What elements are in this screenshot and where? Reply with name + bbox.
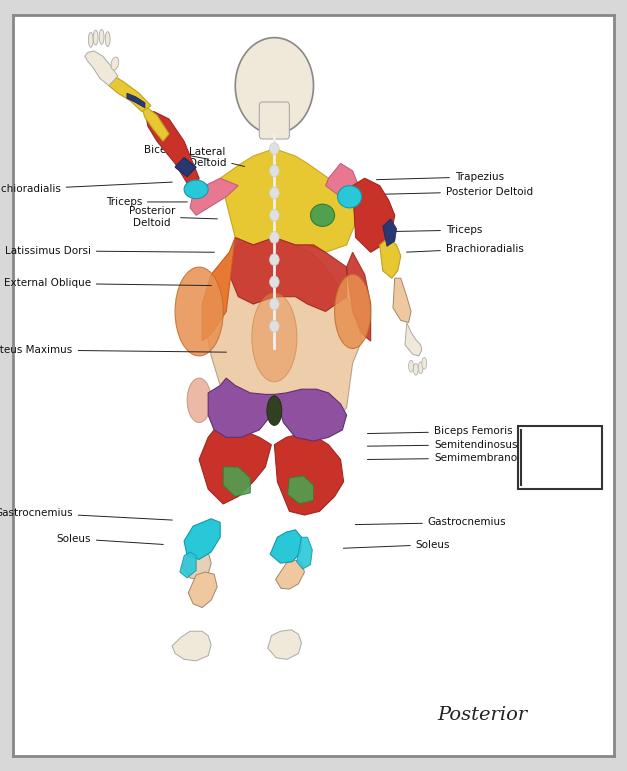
Ellipse shape <box>267 396 282 426</box>
Polygon shape <box>275 389 347 441</box>
Polygon shape <box>268 630 302 659</box>
Polygon shape <box>288 476 314 504</box>
Polygon shape <box>188 572 217 608</box>
Circle shape <box>270 187 279 199</box>
Polygon shape <box>190 178 238 215</box>
Circle shape <box>270 298 279 310</box>
Text: Posterior: Posterior <box>437 706 527 724</box>
Polygon shape <box>199 426 271 504</box>
Text: External Oblique: External Oblique <box>4 278 211 288</box>
Ellipse shape <box>413 363 418 375</box>
Circle shape <box>235 38 314 134</box>
Polygon shape <box>172 631 211 661</box>
Polygon shape <box>270 530 302 563</box>
Circle shape <box>270 276 279 288</box>
Polygon shape <box>226 237 347 311</box>
Polygon shape <box>106 75 151 112</box>
Ellipse shape <box>175 267 223 356</box>
Ellipse shape <box>93 30 98 45</box>
FancyBboxPatch shape <box>260 102 290 139</box>
Polygon shape <box>347 252 371 341</box>
Polygon shape <box>175 157 196 177</box>
Text: Semitendinosus: Semitendinosus <box>367 439 517 449</box>
Text: Biceps: Biceps <box>144 145 208 160</box>
Text: Gluteus Maximus: Gluteus Maximus <box>0 345 226 355</box>
Text: Gastrocnemius: Gastrocnemius <box>0 508 172 520</box>
Polygon shape <box>208 378 275 437</box>
Polygon shape <box>382 219 396 247</box>
Circle shape <box>270 210 279 221</box>
Polygon shape <box>182 550 211 580</box>
Polygon shape <box>275 433 344 515</box>
Ellipse shape <box>88 32 93 47</box>
Text: Posterior Deltoid: Posterior Deltoid <box>374 187 533 197</box>
Text: Posterior
Deltoid: Posterior Deltoid <box>129 206 218 227</box>
Polygon shape <box>223 467 250 497</box>
Text: Triceps: Triceps <box>105 197 187 207</box>
Polygon shape <box>85 51 118 86</box>
Ellipse shape <box>184 180 208 199</box>
Polygon shape <box>352 178 395 252</box>
Ellipse shape <box>105 32 110 46</box>
Circle shape <box>270 165 279 177</box>
Polygon shape <box>405 322 422 356</box>
Ellipse shape <box>187 378 211 423</box>
Circle shape <box>270 254 279 265</box>
Text: Hamstrings: Hamstrings <box>520 443 601 456</box>
Ellipse shape <box>337 186 362 208</box>
Polygon shape <box>276 561 305 589</box>
Ellipse shape <box>422 358 426 369</box>
Text: Soleus: Soleus <box>56 534 163 544</box>
Ellipse shape <box>310 204 335 227</box>
Text: Brachioradialis: Brachioradialis <box>406 244 524 254</box>
Polygon shape <box>380 237 401 278</box>
Text: Brachioradialis: Brachioradialis <box>0 182 172 194</box>
Text: Lateral
Deltoid: Lateral Deltoid <box>189 146 245 168</box>
Ellipse shape <box>252 293 297 382</box>
Text: Semimembranosus: Semimembranosus <box>367 453 535 463</box>
Ellipse shape <box>111 57 119 70</box>
Polygon shape <box>184 519 220 560</box>
Ellipse shape <box>418 362 423 374</box>
Circle shape <box>270 321 279 332</box>
Text: Triceps: Triceps <box>394 225 482 235</box>
Text: Biceps Femoris: Biceps Femoris <box>367 426 512 436</box>
Text: Soleus: Soleus <box>344 540 450 550</box>
Ellipse shape <box>409 360 413 372</box>
Polygon shape <box>393 278 411 322</box>
Text: Trapezius: Trapezius <box>376 172 504 182</box>
Circle shape <box>270 231 279 244</box>
Polygon shape <box>202 237 235 341</box>
Text: Latissimus Dorsi: Latissimus Dorsi <box>5 246 214 256</box>
Polygon shape <box>220 149 356 252</box>
Polygon shape <box>297 537 312 569</box>
Polygon shape <box>180 552 196 578</box>
Circle shape <box>270 143 279 154</box>
Polygon shape <box>202 237 362 430</box>
FancyBboxPatch shape <box>518 426 603 489</box>
Polygon shape <box>142 106 169 141</box>
Text: Gastrocnemius: Gastrocnemius <box>356 517 507 527</box>
Polygon shape <box>145 112 199 193</box>
Polygon shape <box>325 163 359 197</box>
Polygon shape <box>127 93 145 108</box>
Text: Group: Group <box>539 463 582 476</box>
Ellipse shape <box>335 274 371 348</box>
Ellipse shape <box>99 29 104 44</box>
